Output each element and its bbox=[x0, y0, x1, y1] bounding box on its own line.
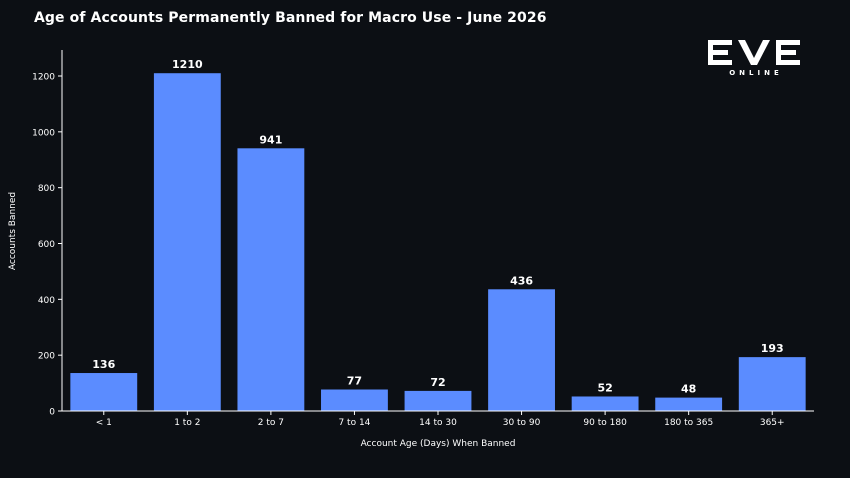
x-tick-label: 365+ bbox=[760, 418, 785, 428]
data-label: 193 bbox=[761, 342, 784, 355]
x-tick-label: < 1 bbox=[96, 418, 112, 428]
y-tick-label: 1200 bbox=[32, 73, 55, 83]
bar bbox=[738, 357, 806, 411]
chart-title: Age of Accounts Permanently Banned for M… bbox=[34, 10, 547, 26]
x-tick-label: 1 to 2 bbox=[174, 418, 200, 428]
eve-online-logo: ONLINE bbox=[704, 38, 804, 80]
y-tick-label: 800 bbox=[38, 184, 55, 194]
y-tick-label: 400 bbox=[38, 296, 55, 306]
data-label: 72 bbox=[430, 376, 445, 389]
y-tick-label: 600 bbox=[38, 240, 55, 250]
data-label: 436 bbox=[510, 274, 533, 287]
eve-logo-mark bbox=[708, 40, 800, 65]
x-tick-label: 7 to 14 bbox=[338, 418, 370, 428]
data-label: 1210 bbox=[172, 58, 203, 71]
bar bbox=[404, 390, 472, 411]
bar bbox=[321, 389, 388, 411]
data-label: 136 bbox=[92, 358, 115, 371]
data-label: 48 bbox=[681, 383, 696, 396]
data-label: 52 bbox=[597, 381, 612, 394]
x-tick-label: 14 to 30 bbox=[419, 418, 457, 428]
bar bbox=[153, 73, 221, 411]
data-label: 77 bbox=[347, 375, 362, 388]
y-tick-label: 1000 bbox=[32, 128, 55, 138]
x-tick-label: 2 to 7 bbox=[258, 418, 284, 428]
bar bbox=[571, 396, 639, 411]
bar bbox=[237, 148, 305, 411]
x-axis-title: Account Age (Days) When Banned bbox=[361, 439, 516, 449]
bar bbox=[655, 397, 723, 411]
x-tick-label: 180 to 365 bbox=[664, 418, 713, 428]
bar bbox=[488, 289, 555, 411]
x-tick-label: 30 to 90 bbox=[503, 418, 541, 428]
x-tick-label: 90 to 180 bbox=[583, 418, 627, 428]
y-tick-label: 200 bbox=[38, 352, 55, 362]
y-axis-title: Accounts Banned bbox=[8, 192, 18, 270]
y-tick-label: 0 bbox=[49, 408, 55, 418]
data-label: 941 bbox=[259, 133, 282, 146]
logo-subtitle: ONLINE bbox=[729, 69, 783, 77]
bar bbox=[70, 373, 138, 411]
